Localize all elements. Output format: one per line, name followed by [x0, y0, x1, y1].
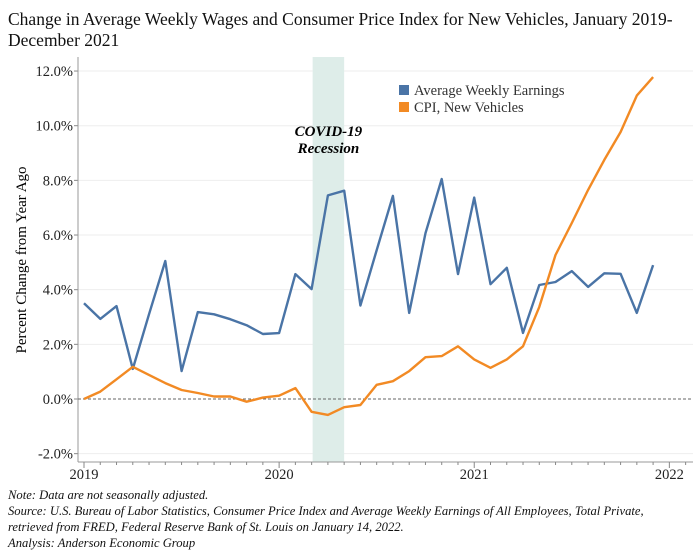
legend: Average Weekly Earnings CPI, New Vehicle…	[399, 83, 565, 116]
analysis-text: Analysis: Anderson Economic Group	[8, 536, 196, 550]
y-tick-label: 0.0%	[43, 392, 73, 408]
legend-swatch-earnings	[399, 85, 409, 95]
x-tick-label: 2021	[460, 467, 489, 483]
y-axis-label: Percent Change from Year Ago	[14, 166, 30, 353]
legend-label-cpi: CPI, New Vehicles	[414, 100, 524, 116]
x-tick-label: 2022	[655, 467, 684, 483]
note-text: Note: Data are not seasonally adjusted.	[8, 488, 209, 502]
recession-label-line2: Recession	[297, 141, 360, 157]
y-tick-label: 6.0%	[43, 228, 73, 244]
y-tick-label: 12.0%	[36, 64, 73, 80]
source-text-1: Source: U.S. Bureau of Labor Statistics,…	[8, 504, 644, 518]
x-tick-label: 2019	[70, 467, 99, 483]
y-tick-label: -2.0%	[38, 447, 73, 463]
chart-title: Change in Average Weekly Wages and Consu…	[8, 9, 673, 50]
y-tick-label: 2.0%	[43, 337, 73, 353]
cpi-line	[83, 76, 655, 417]
legend-label-earnings: Average Weekly Earnings	[414, 83, 565, 99]
x-tick-label: 2020	[265, 467, 294, 483]
footnotes: Note: Data are not seasonally adjusted. …	[8, 487, 644, 551]
source-text-2: retrieved from FRED, Federal Reserve Ban…	[8, 520, 404, 534]
earnings-line	[83, 177, 655, 373]
y-tick-label: 4.0%	[43, 283, 73, 299]
y-tick-label: 10.0%	[36, 119, 73, 135]
legend-swatch-cpi	[399, 102, 409, 112]
recession-label-line1: COVID-19	[295, 124, 363, 140]
y-tick-label: 8.0%	[43, 173, 73, 189]
